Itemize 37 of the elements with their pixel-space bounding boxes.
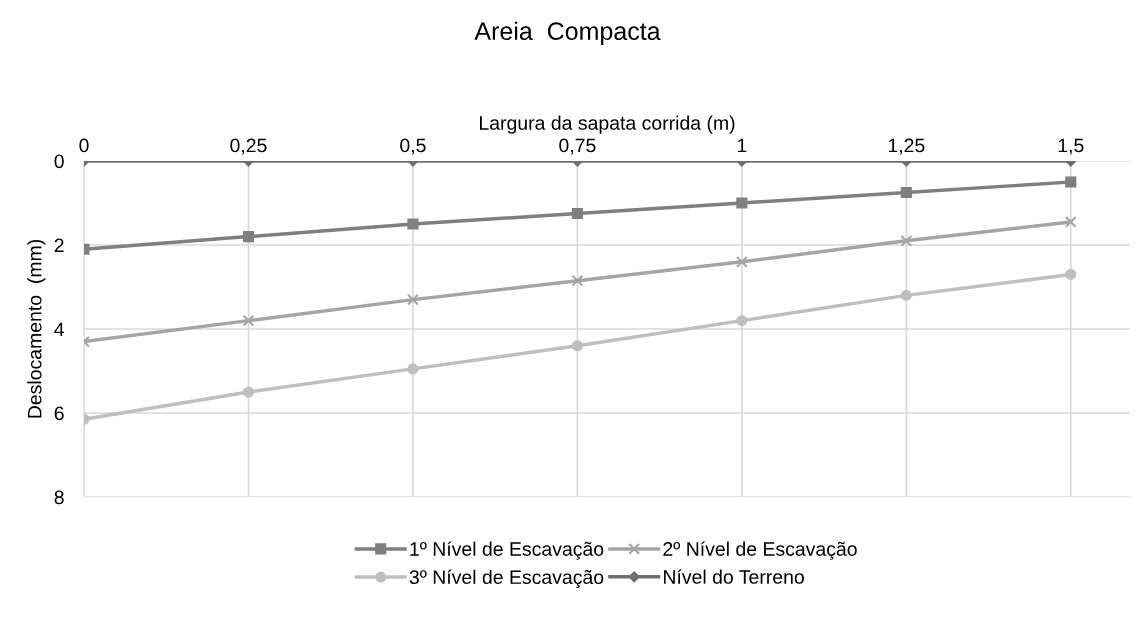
point — [1065, 268, 1077, 280]
point — [1065, 176, 1077, 188]
x-tick-label: 1 — [737, 138, 747, 153]
chart-title: Areia Compacta — [474, 21, 661, 45]
legend-label: Nível do Terreno — [664, 569, 804, 584]
y-tick-label: 4 — [54, 322, 64, 337]
x-tick-label: 0,75 — [559, 138, 596, 155]
point — [407, 293, 419, 306]
point — [900, 289, 912, 301]
point — [571, 340, 583, 352]
y-axis-title: Deslocamento (mm) — [27, 239, 46, 418]
y-tick-label: 2 — [54, 238, 64, 253]
point — [571, 274, 584, 287]
legend-label: 1º Nível de Escavação — [410, 541, 604, 560]
point — [736, 197, 748, 209]
point — [900, 186, 912, 199]
x-tick-label: 1,25 — [888, 138, 925, 155]
legend-label: 3º Nível de Escavação — [409, 569, 604, 588]
y-tick-label: 0 — [54, 154, 64, 169]
point — [242, 314, 255, 327]
point — [242, 231, 255, 243]
point — [242, 386, 255, 398]
point — [407, 363, 419, 375]
x-tick-label: 0,5 — [400, 138, 426, 155]
point — [1064, 216, 1077, 228]
x-tick-label: 1,5 — [1058, 138, 1084, 155]
x-axis-title: Largura da sapata corrida (m) — [480, 115, 735, 134]
y-tick-label: 8 — [54, 490, 64, 505]
y-tick-label: 6 — [54, 406, 64, 421]
point — [736, 315, 748, 327]
legend-label: 2º Nível de Escavação — [663, 541, 857, 560]
x-tick-label: 0 — [79, 138, 89, 153]
point — [571, 207, 583, 220]
point — [900, 234, 913, 247]
x-tick-label: 0,25 — [230, 138, 267, 155]
point — [735, 255, 748, 268]
point — [407, 218, 419, 230]
